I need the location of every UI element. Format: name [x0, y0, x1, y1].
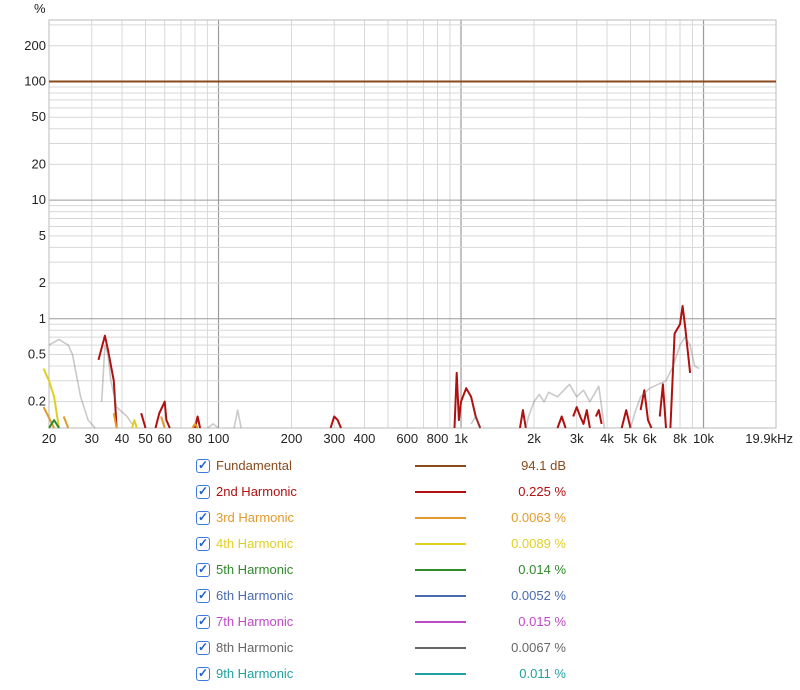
- checkmark-icon: ✓: [198, 614, 209, 628]
- x-tick-label: 19.9kHz: [745, 431, 793, 446]
- legend-swatch: [415, 491, 466, 493]
- y-tick-label: 100: [24, 74, 46, 89]
- legend-swatch: [415, 595, 466, 597]
- y-tick-label: 2: [39, 275, 46, 290]
- series-line-4: [42, 368, 138, 429]
- x-tick-label: 6k: [643, 431, 657, 446]
- x-tick-label: 5k: [624, 431, 638, 446]
- x-tick-label: 400: [354, 431, 376, 446]
- legend-value: 0.0052 %: [511, 588, 566, 603]
- x-tick-label: 40: [115, 431, 129, 446]
- series-line-8: [48, 336, 700, 429]
- legend-row: ✓ 8th Harmonic 0.0067 %: [196, 638, 596, 664]
- legend-checkbox[interactable]: ✓: [196, 484, 210, 499]
- x-tick-label: 30: [84, 431, 98, 446]
- checkmark-icon: ✓: [198, 588, 209, 602]
- x-tick-label: 200: [281, 431, 303, 446]
- legend-row: ✓ 2nd Harmonic 0.225 %: [196, 482, 596, 508]
- x-tick-label: 20: [42, 431, 56, 446]
- x-tick-label: 50: [138, 431, 152, 446]
- legend-series-name: 3rd Harmonic: [216, 510, 295, 525]
- plot-area: [49, 20, 776, 428]
- legend-value: 0.0063 %: [511, 510, 566, 525]
- y-tick-label: 200: [24, 38, 46, 53]
- legend-checkbox[interactable]: ✓: [196, 588, 210, 603]
- legend-row: ✓ 4th Harmonic 0.0089 %: [196, 534, 596, 560]
- legend-series-name: 5th Harmonic: [216, 562, 294, 577]
- x-tick-label: 600: [396, 431, 418, 446]
- checkmark-icon: ✓: [198, 484, 209, 498]
- legend-checkbox[interactable]: ✓: [196, 562, 210, 577]
- legend-value: 0.0089 %: [511, 536, 566, 551]
- x-tick-label: 4k: [600, 431, 614, 446]
- plot-frame: [48, 19, 777, 429]
- legend-value: 0.225 %: [518, 484, 566, 499]
- legend-row: ✓ 6th Harmonic 0.0052 %: [196, 586, 596, 612]
- chart: 200 100 50 20 10 5 2 1 0.5 0.2% 20 30 40 50 60 80 100 200…: [24, 1, 793, 446]
- legend: ✓ Fundamental 94.1 dB ✓ 2nd Harmonic 0.225 % ✓…: [196, 456, 596, 690]
- grid: [48, 19, 777, 429]
- checkmark-icon: ✓: [198, 458, 209, 472]
- checkmark-icon: ✓: [198, 666, 209, 680]
- legend-series-name: Fundamental: [216, 458, 292, 473]
- x-tick-label: 800: [427, 431, 449, 446]
- legend-checkbox[interactable]: ✓: [196, 458, 210, 473]
- legend-series-name: 4th Harmonic: [216, 536, 294, 551]
- legend-swatch: [415, 543, 466, 545]
- legend-checkbox[interactable]: ✓: [196, 510, 210, 525]
- legend-series-name: 8th Harmonic: [216, 640, 294, 655]
- y-tick-label: 20: [32, 156, 46, 171]
- legend-row: ✓ 9th Harmonic 0.011 %: [196, 664, 596, 690]
- axes: 200 100 50 20 10 5 2 1 0.5 0.2% 20 30 40 50 60 80 100 200…: [24, 1, 793, 446]
- legend-row: ✓ 3rd Harmonic 0.0063 %: [196, 508, 596, 534]
- legend-value: 0.014 %: [518, 562, 566, 577]
- y-tick-label: 0.2: [28, 394, 46, 409]
- x-tick-label: 2k: [527, 431, 541, 446]
- legend-checkbox[interactable]: ✓: [196, 666, 210, 681]
- x-tick-label: 10k: [693, 431, 714, 446]
- y-tick-label: 0.5: [28, 346, 46, 361]
- y-unit-label: %: [34, 1, 46, 16]
- legend-checkbox[interactable]: ✓: [196, 536, 210, 551]
- checkmark-icon: ✓: [198, 536, 209, 550]
- legend-swatch: [415, 517, 466, 519]
- legend-series-name: 9th Harmonic: [216, 666, 294, 681]
- legend-series-name: 2nd Harmonic: [216, 484, 297, 499]
- series-lines: [42, 80, 776, 429]
- series-line-5: [48, 419, 60, 429]
- x-tick-label: 60: [157, 431, 171, 446]
- legend-row: ✓ 7th Harmonic 0.015 %: [196, 612, 596, 638]
- y-tick-label: 50: [32, 109, 46, 124]
- legend-swatch: [415, 465, 466, 467]
- x-tick-label: 300: [323, 431, 345, 446]
- legend-swatch: [415, 673, 466, 675]
- legend-swatch: [415, 647, 466, 649]
- legend-checkbox[interactable]: ✓: [196, 640, 210, 655]
- legend-checkbox[interactable]: ✓: [196, 614, 210, 629]
- legend-value: 94.1 dB: [521, 458, 566, 473]
- checkmark-icon: ✓: [198, 640, 209, 654]
- legend-swatch: [415, 621, 466, 623]
- x-tick-label: 80: [188, 431, 202, 446]
- y-tick-label: 10: [32, 192, 46, 207]
- y-tick-label: 5: [39, 228, 46, 243]
- x-tick-label: 100: [208, 431, 230, 446]
- legend-row: ✓ Fundamental 94.1 dB: [196, 456, 596, 482]
- legend-swatch: [415, 569, 466, 571]
- legend-value: 0.011 %: [519, 666, 566, 681]
- y-tick-label: 1: [39, 311, 46, 326]
- legend-value: 0.0067 %: [511, 640, 566, 655]
- checkmark-icon: ✓: [198, 562, 209, 576]
- legend-series-name: 7th Harmonic: [216, 614, 294, 629]
- series-line-3: [42, 406, 199, 429]
- x-tick-label: 1k: [454, 431, 468, 446]
- checkmark-icon: ✓: [198, 510, 209, 524]
- legend-series-name: 6th Harmonic: [216, 588, 294, 603]
- x-tick-label: 8k: [673, 431, 687, 446]
- series-line-2: [97, 305, 692, 429]
- x-tick-label: 3k: [570, 431, 584, 446]
- legend-row: ✓ 5th Harmonic 0.014 %: [196, 560, 596, 586]
- legend-value: 0.015 %: [518, 614, 566, 629]
